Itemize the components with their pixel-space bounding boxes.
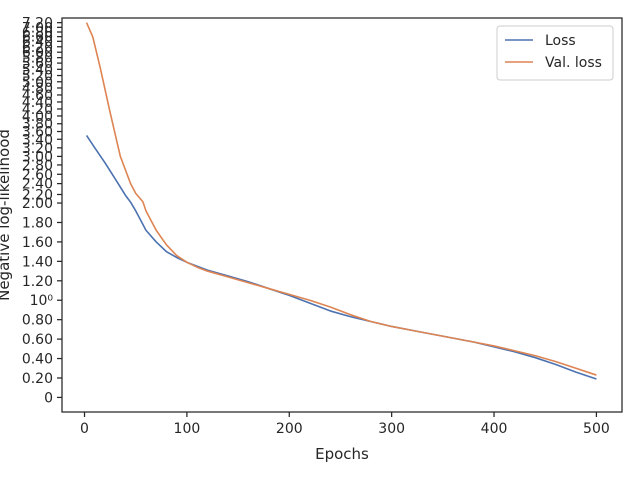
y-tick-label: 2.80 — [22, 158, 53, 174]
y-tick-label: 6.80 — [22, 25, 53, 41]
legend: Loss Val. loss — [496, 25, 614, 81]
series-layer — [85, 22, 597, 380]
y-tick-label: 5.80 — [22, 51, 53, 67]
x-tick-label: 200 — [276, 421, 303, 437]
y-tick-label: 4.00 — [22, 109, 53, 125]
y-tick-label: 5.20 — [22, 69, 53, 85]
y-tick-label: 0 — [44, 390, 53, 406]
y-tick-label: 5.00 — [22, 75, 53, 91]
y-tick-label: 5.40 — [22, 62, 53, 78]
y-tick-label: 1.20 — [22, 274, 53, 290]
plot-frame — [61, 17, 623, 413]
y-axis: 0 0.20 0.40 0.60 0.80 10⁰ 1.20 1.40 1.60 1.80 2.00… — [22, 16, 62, 406]
y-tick-label: 6.20 — [22, 40, 53, 56]
y-tick-label: 5.60 — [22, 56, 53, 72]
y-tick-label: 10⁰ — [30, 293, 54, 309]
y-tick-label: 3.00 — [22, 149, 53, 165]
y-tick-label: 7.00 — [22, 20, 53, 36]
series-line-val-loss — [85, 22, 597, 376]
y-tick-label: 1.80 — [22, 215, 53, 231]
x-axis-label: Epochs — [315, 445, 369, 463]
y-tick-label: 6.60 — [22, 30, 53, 46]
y-tick-label: 3.20 — [22, 141, 53, 157]
y-tick-label: 4.60 — [22, 88, 53, 104]
legend-entry: Val. loss — [545, 55, 602, 71]
y-tick-label: 2.00 — [22, 196, 53, 212]
y-tick-label: 2.60 — [22, 167, 53, 183]
y-tick-label: 1.60 — [22, 235, 53, 251]
y-tick-label: 7.20 — [22, 16, 53, 32]
y-axis-label: Negative log-likelihood — [0, 129, 13, 301]
y-tick-label: 0.20 — [22, 371, 53, 387]
y-tick-label: 6.00 — [22, 45, 53, 61]
x-tick-label: 500 — [583, 421, 610, 437]
y-tick-label: 2.20 — [22, 187, 53, 203]
x-axis: 0 100 200 300 400 500 — [80, 412, 610, 437]
y-tick-label: 0.40 — [22, 352, 53, 368]
legend-entry: Loss — [545, 33, 576, 49]
x-tick-label: 0 — [80, 421, 89, 437]
x-tick-label: 300 — [378, 421, 405, 437]
y-tick-label: 3.60 — [22, 125, 53, 141]
x-tick-label: 400 — [481, 421, 508, 437]
y-tick-label: 4.80 — [22, 81, 53, 97]
y-tick-label: 3.40 — [22, 132, 53, 148]
y-tick-label: 1.40 — [22, 254, 53, 270]
x-tick-label: 100 — [174, 421, 201, 437]
y-tick-label: 0.60 — [22, 332, 53, 348]
y-tick-label: 6.40 — [22, 34, 53, 50]
y-tick-label: 2.40 — [22, 177, 53, 193]
y-tick-label: 0.80 — [22, 313, 53, 329]
y-tick-label: 3.80 — [22, 117, 53, 133]
y-tick-label: 4.40 — [22, 95, 53, 111]
y-tick-label: 4.20 — [22, 102, 53, 118]
